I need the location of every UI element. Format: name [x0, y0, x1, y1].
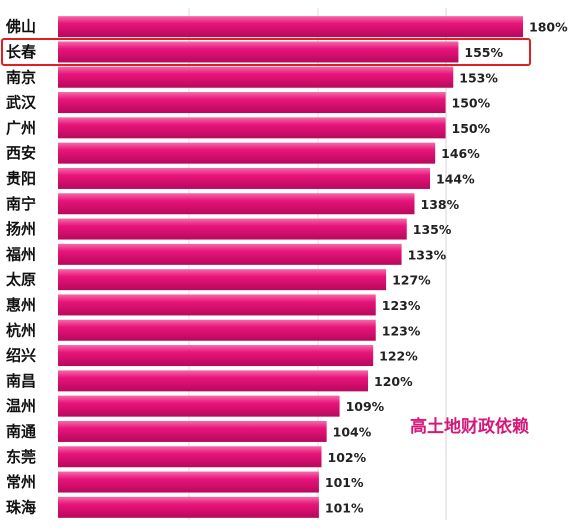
bar-武汉 — [58, 92, 446, 114]
bar-常州 — [58, 471, 319, 493]
value-label: 123% — [382, 323, 421, 338]
category-label: 扬州 — [6, 220, 36, 238]
value-label: 138% — [421, 197, 460, 212]
value-label: 180% — [529, 20, 568, 35]
value-label: 155% — [464, 45, 503, 60]
value-label: 127% — [392, 273, 431, 288]
bar-南京 — [58, 66, 454, 88]
value-label: 101% — [325, 475, 364, 490]
bar-珠海 — [58, 496, 319, 518]
category-label: 福州 — [5, 245, 36, 263]
category-label: 佛山 — [5, 18, 36, 36]
category-label: 武汉 — [6, 94, 37, 112]
annotation-text: 高土地财政依赖 — [410, 416, 529, 437]
highlight-box — [1, 37, 531, 66]
category-label: 珠海 — [6, 498, 36, 516]
value-label: 144% — [436, 171, 475, 186]
value-label: 120% — [374, 374, 413, 389]
bar-东莞 — [58, 446, 322, 468]
category-label: 杭州 — [6, 321, 36, 339]
category-label: 东莞 — [6, 448, 36, 466]
value-label: 150% — [452, 121, 491, 136]
value-label: 123% — [382, 298, 421, 313]
bar-太原 — [58, 269, 387, 291]
bar-扬州 — [58, 218, 407, 240]
bar-惠州 — [58, 294, 376, 316]
category-label: 西安 — [6, 144, 36, 162]
category-label: 绍兴 — [6, 347, 36, 365]
category-label: 温州 — [6, 397, 36, 415]
category-label: 惠州 — [6, 296, 36, 314]
bar-广州 — [58, 117, 446, 139]
value-label: 135% — [413, 222, 452, 237]
value-label: 150% — [452, 96, 491, 111]
bar-绍兴 — [58, 345, 374, 367]
value-label: 109% — [346, 399, 385, 414]
bar-佛山 — [58, 16, 523, 38]
bar-南宁 — [58, 193, 415, 215]
bar-贵阳 — [58, 167, 430, 189]
category-label: 南宁 — [6, 195, 36, 213]
bars-group — [58, 16, 523, 518]
category-label: 南通 — [6, 422, 36, 440]
category-label: 广州 — [6, 119, 36, 137]
value-label: 104% — [333, 424, 372, 439]
bar-南通 — [58, 420, 327, 442]
value-label: 133% — [408, 247, 447, 262]
value-labels: 180% 155% 153% 150% 150% 146% 144% 138% 135% 133%… — [325, 20, 568, 516]
category-label: 长春 — [6, 43, 36, 61]
category-label: 常州 — [6, 473, 36, 491]
value-label: 146% — [441, 146, 480, 161]
bar-福州 — [58, 243, 402, 265]
bar-南昌 — [58, 370, 368, 392]
category-label: 南京 — [6, 68, 36, 86]
value-label: 153% — [459, 70, 498, 85]
category-label: 太原 — [6, 271, 36, 289]
category-label: 贵阳 — [6, 169, 36, 187]
bar-温州 — [58, 395, 340, 417]
value-label: 122% — [379, 349, 418, 364]
bar-西安 — [58, 142, 436, 164]
bar-长春 — [58, 41, 459, 63]
value-label: 102% — [328, 450, 367, 465]
value-label: 101% — [325, 500, 364, 515]
bar-杭州 — [58, 319, 376, 341]
category-label: 南昌 — [6, 372, 36, 390]
